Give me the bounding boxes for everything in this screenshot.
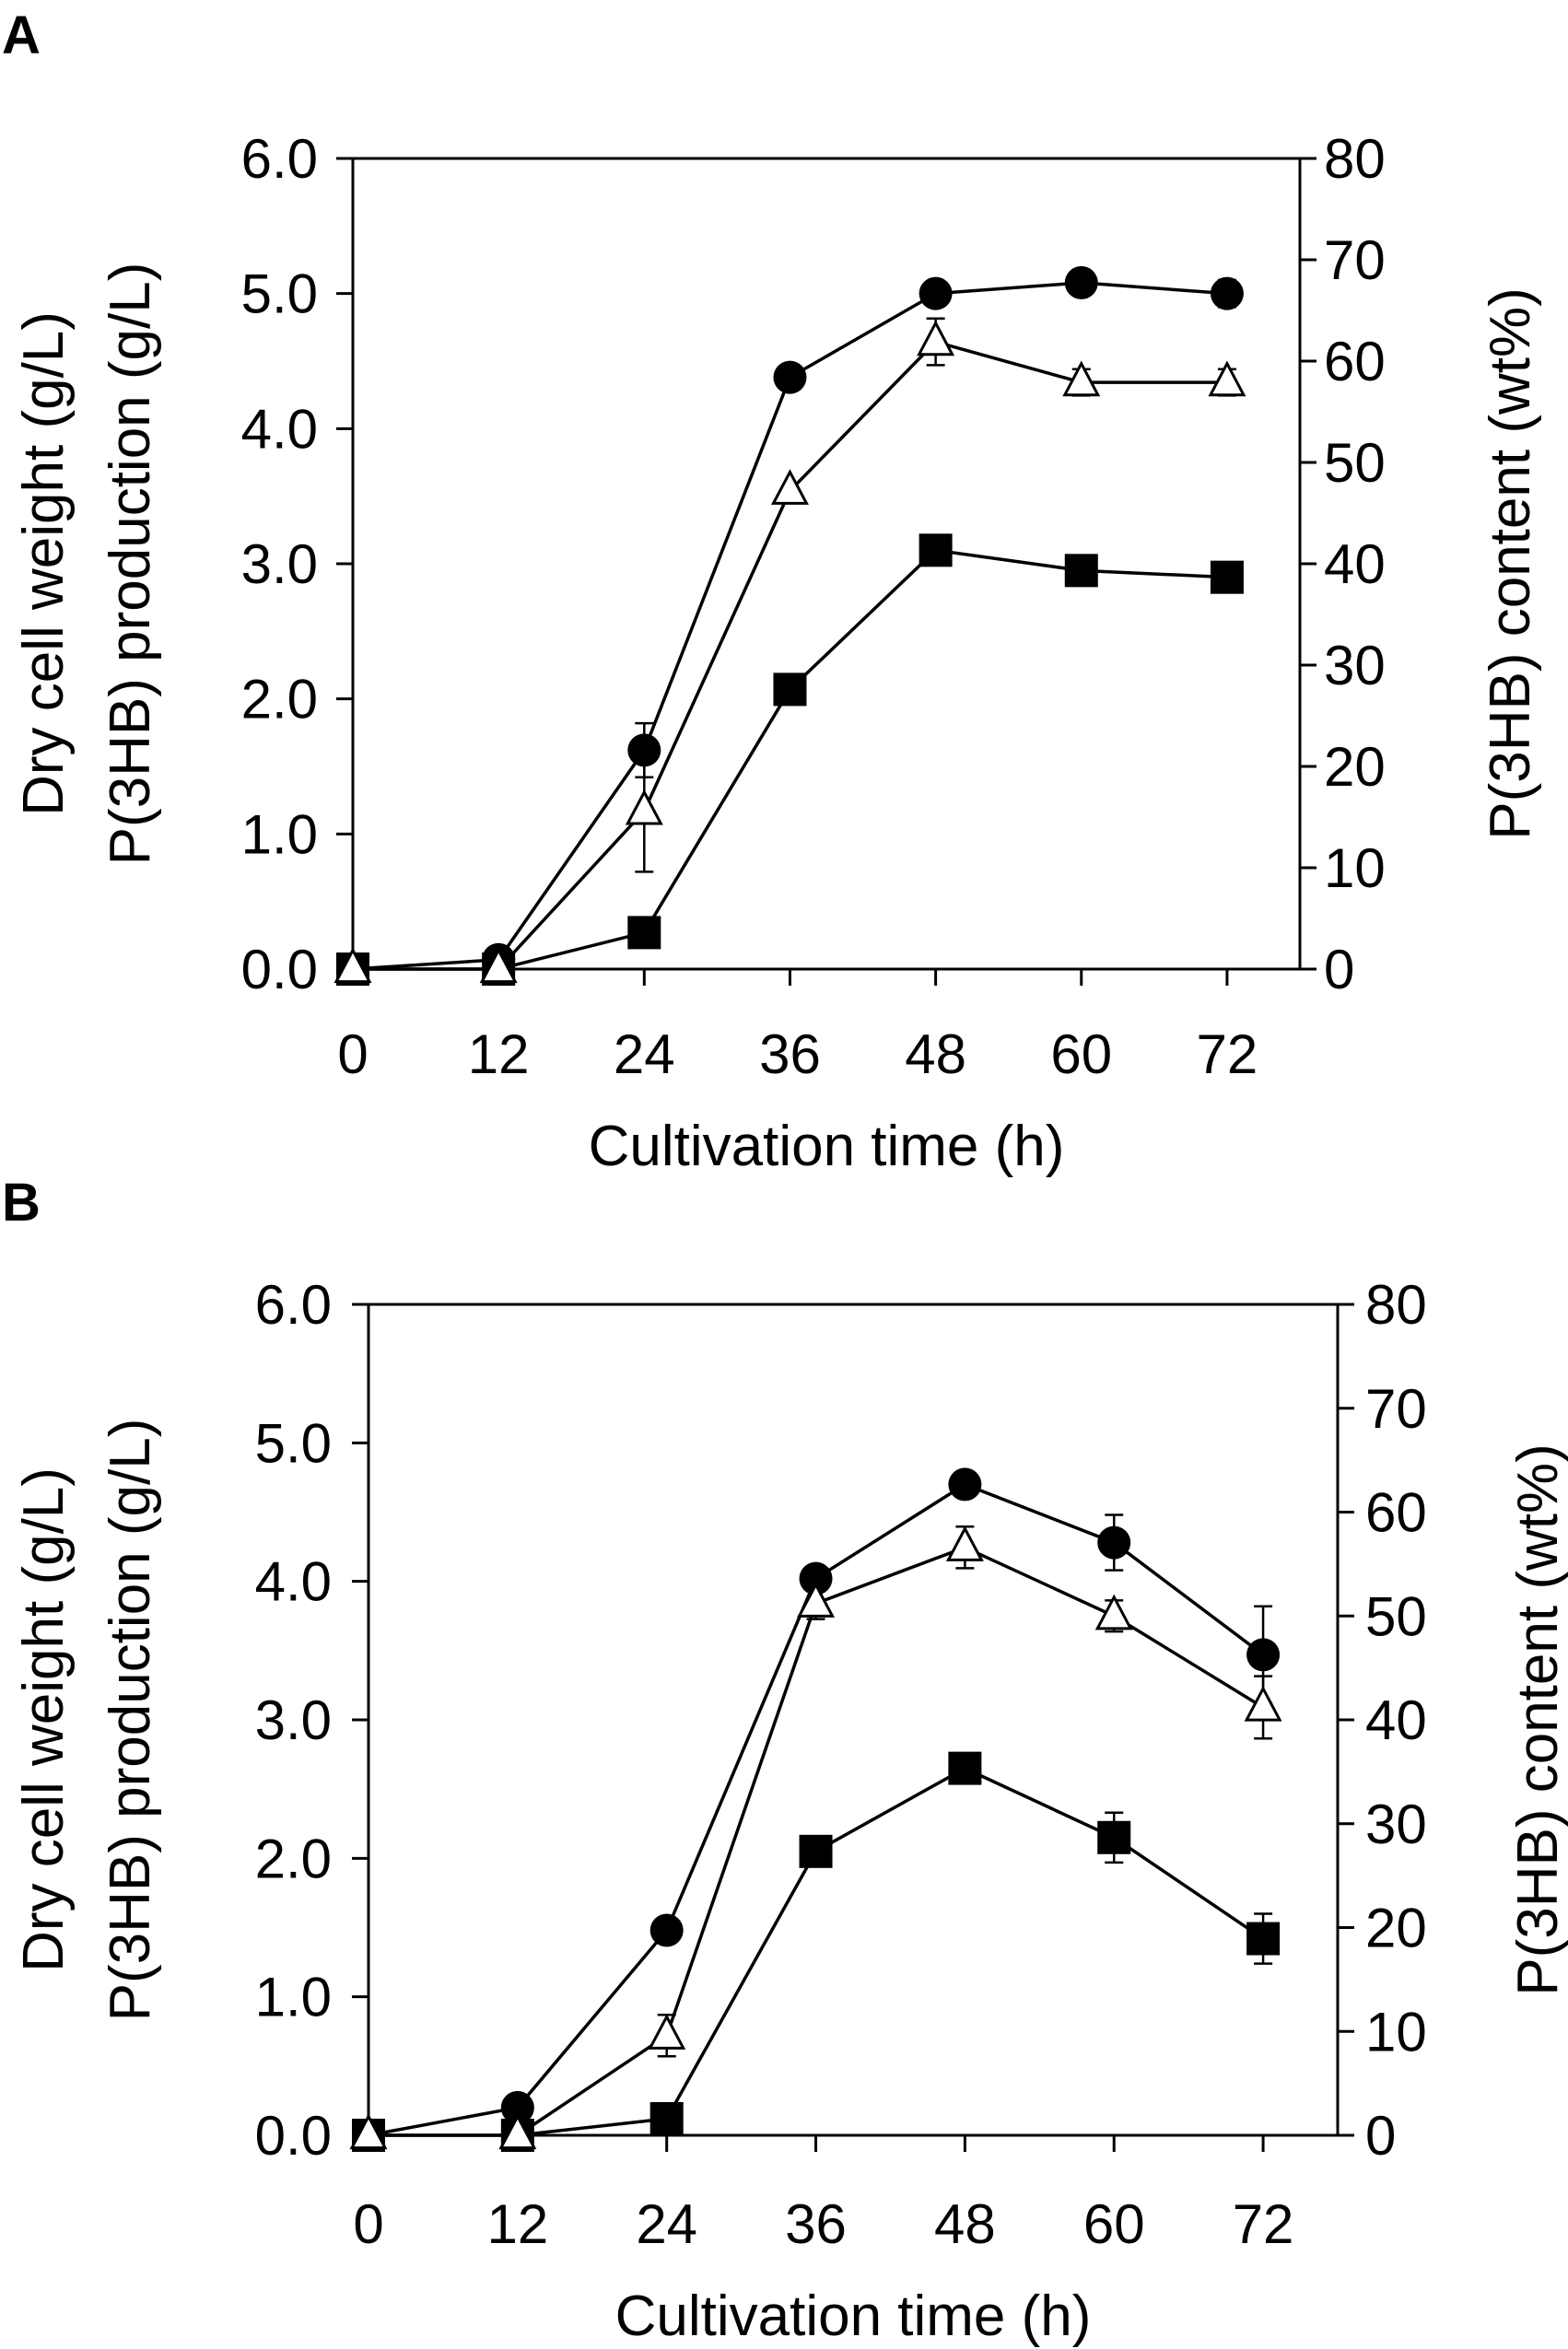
y-right-tick-label: 10 bbox=[1365, 2001, 1427, 2063]
x-tick-label: 0 bbox=[353, 2193, 383, 2255]
y-right-tick-label: 80 bbox=[1324, 128, 1386, 190]
x-tick-label: 72 bbox=[1197, 1023, 1258, 1085]
y-right-tick-label: 20 bbox=[1365, 1898, 1427, 1959]
y-left-tick-label: 5.0 bbox=[255, 1412, 332, 1474]
y-right-axis-title: P(3HB) content (wt%) bbox=[1506, 1443, 1568, 1996]
data-point-square bbox=[1210, 560, 1244, 594]
x-tick-label: 12 bbox=[468, 1023, 530, 1085]
y-left-tick-label: 1.0 bbox=[241, 803, 318, 865]
data-point-triangle bbox=[648, 2014, 686, 2050]
data-point-triangle bbox=[479, 947, 518, 984]
y-left-tick-label: 1.0 bbox=[255, 1967, 332, 2028]
data-point-triangle bbox=[1244, 1685, 1282, 1722]
data-point-triangle bbox=[498, 2113, 537, 2150]
y-left-tick-label: 3.0 bbox=[241, 533, 318, 595]
data-point-square bbox=[1064, 554, 1098, 588]
y-right-tick-label: 40 bbox=[1324, 533, 1386, 595]
data-point-circle bbox=[649, 1913, 684, 1947]
series-line-open-triangle bbox=[353, 340, 1227, 971]
y-right-axis-title: P(3HB) content (wt%) bbox=[1479, 287, 1542, 840]
x-tick-label: 36 bbox=[759, 1023, 821, 1085]
panel-b: B 0 12 24 36 48 60 72 0.0 1.0 2.0 3.0 4.0 5.0 6.0 0 10 2… bbox=[2, 1173, 1568, 2348]
x-tick-label: 24 bbox=[614, 1023, 675, 1085]
x-tick-label: 36 bbox=[785, 2193, 847, 2255]
y-left-axis-title: Dry cell weight (g/L) bbox=[12, 311, 76, 816]
data-point-circle bbox=[1064, 265, 1098, 299]
data-point-square bbox=[919, 533, 953, 567]
data-point-circle bbox=[1210, 276, 1244, 310]
x-axis-title: Cultivation time (h) bbox=[615, 2285, 1092, 2348]
data-point-circle bbox=[500, 2090, 534, 2124]
y-right-tick-label: 10 bbox=[1324, 837, 1386, 899]
y-right-tick-label: 30 bbox=[1365, 1794, 1427, 1855]
data-point-circle bbox=[1097, 1525, 1131, 1560]
x-tick-label: 0 bbox=[337, 1023, 368, 1085]
y-right-tick-label: 70 bbox=[1324, 229, 1386, 291]
data-point-triangle bbox=[1208, 360, 1246, 397]
panel-label-b: B bbox=[2, 1173, 41, 1233]
data-point-square bbox=[1246, 1922, 1281, 1956]
data-point-triangle bbox=[1094, 1594, 1133, 1630]
y-left-tick-label: 0.0 bbox=[255, 2105, 332, 2167]
y-right-tick-label: 80 bbox=[1365, 1274, 1427, 1336]
x-tick-label: 60 bbox=[1083, 2193, 1145, 2255]
data-point-square bbox=[773, 672, 807, 707]
y-right-tick-label: 50 bbox=[1324, 432, 1386, 494]
series-line-filled-square bbox=[353, 548, 1228, 971]
data-point-circle bbox=[1246, 1638, 1281, 1672]
x-axis-title: Cultivation time (h) bbox=[589, 1115, 1065, 1178]
y-left-tick-label: 6.0 bbox=[241, 128, 318, 190]
y-right-tick-label: 60 bbox=[1365, 1482, 1427, 1544]
plot-frame bbox=[351, 157, 1302, 971]
y-left-tick-label: 2.0 bbox=[241, 669, 318, 730]
y-right-tick-label: 50 bbox=[1365, 1585, 1427, 1647]
x-tick-label: 12 bbox=[486, 2193, 548, 2255]
y-left-tick-label: 3.0 bbox=[255, 1689, 332, 1751]
y-left-axis-title: Dry cell weight (g/L) bbox=[12, 1467, 76, 1972]
x-tick-label: 60 bbox=[1050, 1023, 1112, 1085]
data-point-square bbox=[649, 2101, 684, 2135]
y-left-tick-label: 2.0 bbox=[255, 1828, 332, 1889]
data-point-triangle bbox=[797, 1582, 836, 1618]
data-point-triangle bbox=[349, 2113, 388, 2150]
y-left-tick-label: 4.0 bbox=[241, 398, 318, 460]
y-left-tick-label: 6.0 bbox=[255, 1274, 332, 1336]
y-right-tick-label: 30 bbox=[1324, 635, 1386, 696]
x-tick-label: 72 bbox=[1233, 2193, 1294, 2255]
y-left-axis-title: P(3HB) production (g/L) bbox=[99, 1419, 162, 2022]
plot-frame bbox=[367, 1303, 1340, 2137]
y-left-axis-title: P(3HB) production (g/L) bbox=[99, 263, 162, 866]
data-point-triangle bbox=[917, 320, 955, 356]
data-point-triangle bbox=[333, 947, 372, 984]
data-point-square bbox=[948, 1751, 982, 1785]
x-tick-label: 48 bbox=[905, 1023, 966, 1085]
data-point-triangle bbox=[625, 789, 663, 825]
data-point-square bbox=[627, 916, 661, 950]
data-point-square bbox=[1097, 1820, 1131, 1854]
x-tick-label: 48 bbox=[934, 2193, 996, 2255]
y-right-tick-label: 0 bbox=[1324, 939, 1354, 1000]
y-right-tick-label: 0 bbox=[1365, 2105, 1396, 2167]
y-left-tick-label: 0.0 bbox=[241, 939, 318, 1000]
y-right-tick-label: 40 bbox=[1365, 1689, 1427, 1751]
panel-a: A 0 12 24 36 48 60 72 0.0 1.0 2.0 3.0 4.0 5.0 6.0 0 10 2… bbox=[2, 6, 1542, 1178]
y-left-tick-label: 4.0 bbox=[255, 1551, 332, 1613]
data-point-triangle bbox=[945, 1525, 984, 1561]
panel-label-a: A bbox=[2, 6, 41, 65]
data-point-triangle bbox=[770, 469, 809, 505]
data-point-square bbox=[799, 1834, 833, 1868]
data-point-triangle bbox=[1062, 360, 1101, 397]
data-point-circle bbox=[919, 276, 953, 310]
y-left-tick-label: 5.0 bbox=[241, 263, 318, 325]
y-right-tick-label: 20 bbox=[1324, 736, 1386, 798]
data-point-circle bbox=[948, 1467, 982, 1502]
x-tick-label: 24 bbox=[636, 2193, 697, 2255]
data-point-circle bbox=[773, 360, 807, 394]
y-right-tick-label: 60 bbox=[1324, 331, 1386, 392]
y-right-tick-label: 70 bbox=[1365, 1378, 1427, 1440]
